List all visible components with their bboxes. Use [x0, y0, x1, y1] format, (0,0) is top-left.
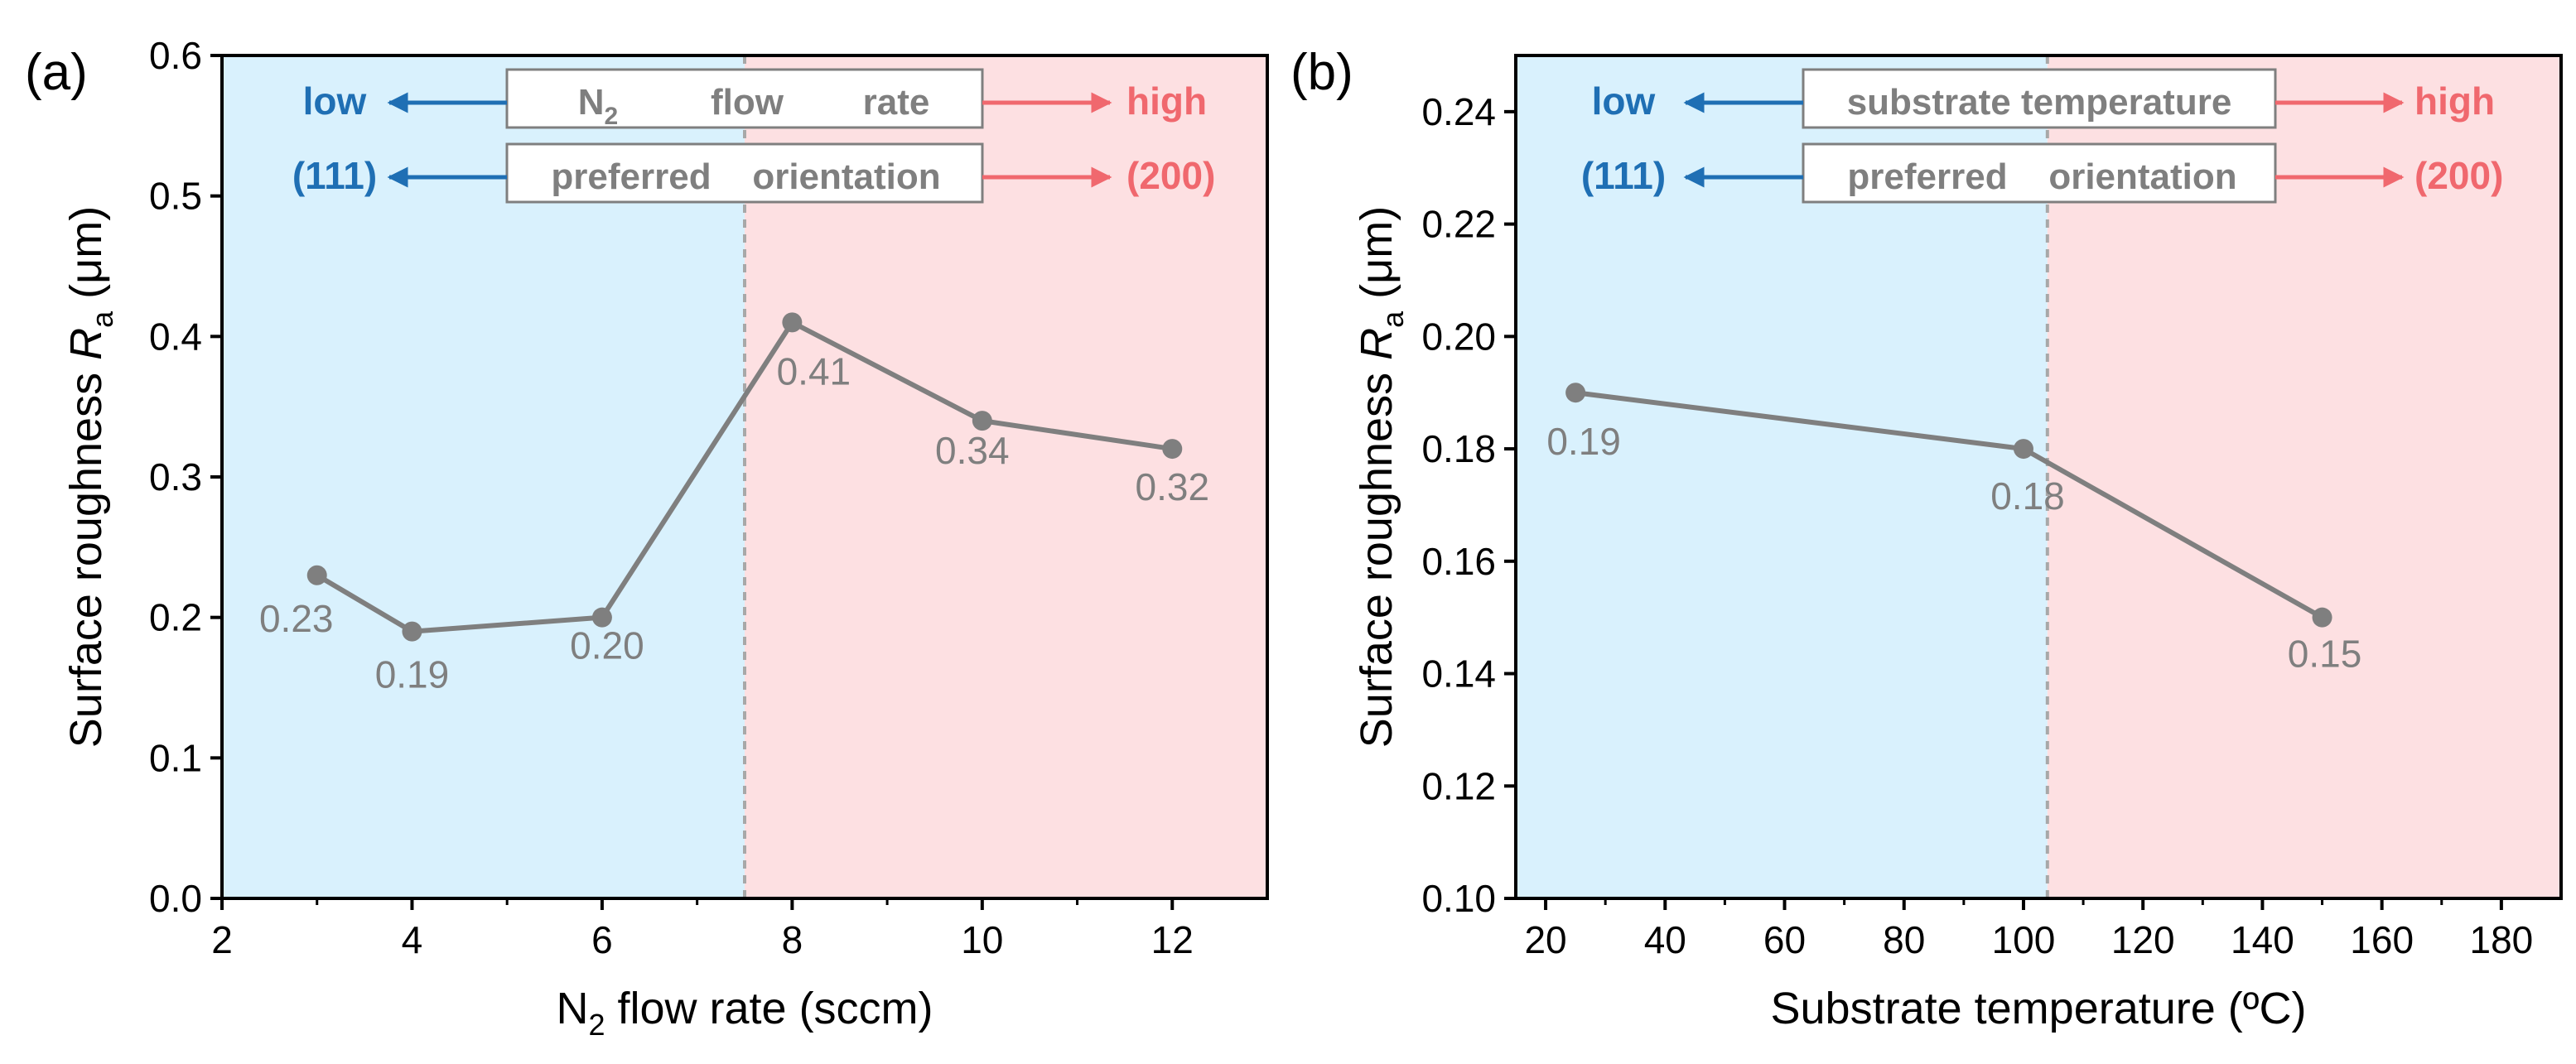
y-tick-label: 0.2 — [149, 596, 202, 639]
x-tick-label: 140 — [2231, 918, 2294, 961]
panel-b-chart: substrate temperature preferred orientatio… — [1290, 44, 2563, 1033]
x-axis-label: N2 flow rate (sccm) — [556, 984, 933, 1042]
plot-frame — [1514, 54, 2563, 900]
label-200: (200) — [2414, 154, 2503, 197]
panel-label: (b) — [1290, 44, 1353, 101]
y-axis-label: Surface roughness Ra (μm) — [61, 206, 119, 748]
data-point — [1565, 383, 1586, 403]
x-axis-label: Substrate temperature (ºC) — [1771, 984, 2307, 1033]
x-tick-label: 2 — [211, 918, 233, 961]
data-label: 0.15 — [2288, 633, 2362, 676]
y-tick-label: 0.5 — [149, 175, 202, 218]
data-point — [2013, 439, 2033, 460]
x-tick-label: 120 — [2111, 918, 2175, 961]
annotation-text-substrate-temperature: substrate temperature — [1847, 82, 2232, 123]
data-point — [2312, 607, 2332, 628]
label-high: high — [1126, 79, 1207, 123]
annotation-text-rate: rate — [863, 82, 930, 123]
data-label: 0.20 — [570, 624, 644, 667]
annotation-text-preferred: preferred — [1847, 156, 2007, 197]
annotation-box-trend — [505, 68, 984, 129]
y-tick-label: 0.18 — [1421, 427, 1496, 470]
label-111: (111) — [292, 154, 377, 197]
y-tick-label: 0.4 — [149, 315, 202, 358]
data-label: 0.32 — [1136, 465, 1210, 508]
label-111: (111) — [1581, 154, 1666, 197]
x-tick-label: 80 — [1883, 918, 1925, 961]
data-label: 0.23 — [259, 597, 334, 640]
label-low: low — [303, 79, 367, 123]
data-label: 0.19 — [375, 653, 450, 696]
y-tick-label: 0.24 — [1421, 90, 1496, 133]
data-label: 0.41 — [777, 349, 851, 392]
panel-a-chart: N2 flow rate preferred orientation low high (11… — [25, 34, 1269, 1042]
annotation-text-orientation: orientation — [752, 156, 940, 197]
data-point — [591, 607, 612, 628]
data-point — [782, 312, 803, 333]
label-high: high — [2414, 79, 2495, 123]
x-tick-label: 10 — [961, 918, 1003, 961]
y-axis-label: Surface roughness Ra (μm) — [1352, 206, 1410, 748]
x-tick-label: 100 — [1992, 918, 2056, 961]
annotation-text-flow: flow — [711, 82, 784, 123]
y-tick-label: 0.20 — [1421, 315, 1496, 358]
x-tick-label: 8 — [782, 918, 803, 961]
y-tick-label: 0.10 — [1421, 877, 1496, 920]
annotation-box-trend — [1802, 68, 2277, 129]
data-point — [306, 565, 327, 585]
series-line — [316, 320, 1173, 634]
y-tick-label: 0.12 — [1421, 764, 1496, 807]
x-tick-label: 180 — [2470, 918, 2534, 961]
y-tick-label: 0.22 — [1421, 203, 1496, 246]
y-tick-label: 0.0 — [149, 877, 202, 920]
y-tick-label: 0.14 — [1421, 652, 1496, 696]
data-label: 0.34 — [935, 429, 1010, 472]
x-tick-label: 20 — [1524, 918, 1566, 961]
y-tick-label: 0.16 — [1421, 540, 1496, 583]
x-tick-label: 4 — [402, 918, 423, 961]
y-tick-label: 0.6 — [149, 34, 202, 77]
y-tick-label: 0.1 — [149, 736, 202, 779]
x-tick-label: 6 — [591, 918, 613, 961]
label-low: low — [1592, 79, 1656, 123]
data-label: 0.18 — [1990, 474, 2065, 518]
data-point — [1162, 439, 1183, 460]
data-label: 0.19 — [1546, 420, 1621, 463]
x-tick-label: 160 — [2350, 918, 2414, 961]
label-200: (200) — [1126, 154, 1215, 197]
x-tick-label: 12 — [1151, 918, 1194, 961]
annotation-text-n2: N2 — [578, 82, 618, 130]
y-tick-label: 0.3 — [149, 455, 202, 498]
panel-label: (a) — [25, 44, 88, 101]
annotation-text-preferred: preferred — [551, 156, 711, 197]
x-tick-label: 40 — [1644, 918, 1686, 961]
annotation-box-orientation — [1802, 142, 2277, 204]
annotation-text-orientation: orientation — [2048, 156, 2236, 197]
annotation-box-orientation — [505, 142, 984, 204]
data-point — [402, 621, 422, 642]
x-tick-label: 60 — [1763, 918, 1806, 961]
data-point — [972, 411, 992, 431]
